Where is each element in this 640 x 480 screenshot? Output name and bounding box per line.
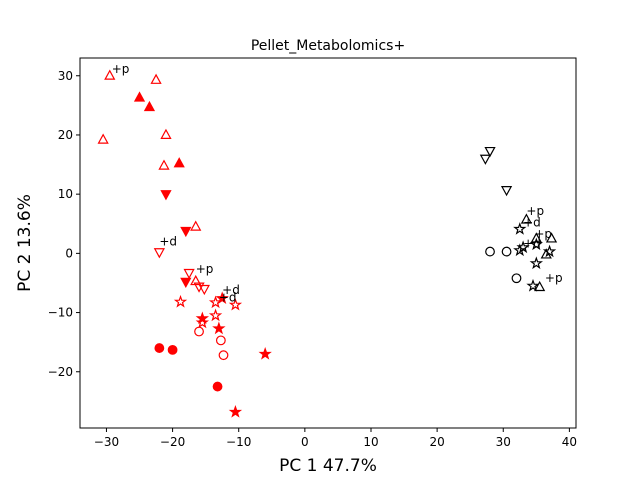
data-point-50: [534, 280, 546, 292]
annotation-1: +d: [159, 235, 177, 249]
x-axis-ticks: −30 −20 −10 0 10 20 30 40: [94, 428, 577, 449]
data-point-40: [529, 237, 543, 251]
data-point-3: [143, 100, 156, 112]
data-point-45: [485, 246, 495, 257]
data-point-19: [215, 291, 229, 305]
data-point-42: [513, 243, 527, 257]
annotation-5: +p: [526, 204, 544, 218]
chart-title: Pellet_Metabolomics+: [251, 38, 405, 54]
data-point-26: [215, 335, 226, 346]
data-point-12: [183, 268, 195, 280]
data-point-11: [153, 248, 165, 259]
y-tick-label-3: 10: [58, 187, 73, 201]
data-point-29: [218, 350, 229, 361]
data-point-7: [158, 159, 170, 170]
data-point-8: [160, 190, 172, 201]
data-point-31: [212, 381, 223, 392]
y-tick-label-4: 20: [58, 128, 73, 142]
data-point-30: [258, 346, 272, 360]
data-point-47: [529, 256, 543, 270]
data-point-46: [501, 246, 512, 257]
data-point-49: [526, 278, 540, 292]
data-point-37: [513, 222, 527, 235]
data-point-48: [511, 273, 522, 284]
data-point-32: [228, 405, 243, 418]
x-tick-label-2: −10: [226, 435, 251, 449]
annotation-7: +p: [534, 227, 552, 241]
data-point-25: [194, 326, 204, 337]
x-tick-label-4: 10: [363, 435, 378, 449]
data-point-28: [167, 344, 178, 355]
data-point-13: [180, 277, 192, 289]
data-point-36: [520, 213, 533, 224]
data-point-6: [173, 157, 185, 168]
data-point-35: [500, 186, 513, 197]
data-point-10: [180, 226, 192, 238]
data-point-16: [198, 284, 210, 296]
data-point-0: [104, 69, 116, 80]
y-tick-label-1: −10: [48, 306, 73, 320]
data-point-39: [545, 232, 558, 243]
data-point-33: [484, 146, 496, 158]
x-tick-label-6: 30: [496, 435, 511, 449]
data-point-38: [530, 232, 542, 243]
y-axis-label: PC 2 13.6%: [15, 194, 35, 292]
data-point-21: [208, 308, 223, 322]
annotation-2: +p: [196, 262, 214, 276]
data-point-4: [160, 128, 172, 139]
x-tick-label-1: −20: [160, 435, 185, 449]
y-tick-label-0: −20: [48, 365, 73, 379]
x-axis-label: PC 1 47.7%: [279, 456, 377, 476]
data-point-2: [133, 91, 146, 102]
data-point-20: [228, 297, 243, 311]
x-tick-label-3: 0: [301, 435, 309, 449]
data-point-27: [154, 343, 165, 353]
data-point-9: [190, 220, 202, 231]
y-tick-label-2: 0: [65, 246, 73, 260]
data-point-23: [195, 315, 210, 329]
x-tick-label-7: 40: [562, 435, 577, 449]
data-point-24: [212, 321, 226, 335]
plot-marks: [97, 69, 558, 418]
x-tick-label-0: −30: [94, 435, 119, 449]
data-point-5: [97, 133, 109, 144]
annotation-6: +d: [523, 216, 541, 230]
data-point-17: [173, 294, 188, 308]
plot-area-frame: [79, 57, 577, 429]
annotation-4: +d: [219, 290, 237, 304]
x-tick-label-5: 20: [429, 435, 444, 449]
y-tick-label-5: 30: [58, 69, 73, 83]
annotation-8: +d: [523, 236, 541, 250]
data-point-34: [479, 154, 492, 165]
data-point-44: [540, 248, 552, 259]
annotation-0: +p: [112, 62, 130, 76]
y-axis-ticks: −20 −10 0 10 20 30: [48, 69, 80, 379]
annotation-9: +p: [545, 271, 563, 285]
annotations: +p+d+p+d+d+p+d+p+d+p: [112, 62, 563, 305]
data-point-1: [150, 73, 162, 84]
annotation-3: +d: [222, 283, 240, 297]
